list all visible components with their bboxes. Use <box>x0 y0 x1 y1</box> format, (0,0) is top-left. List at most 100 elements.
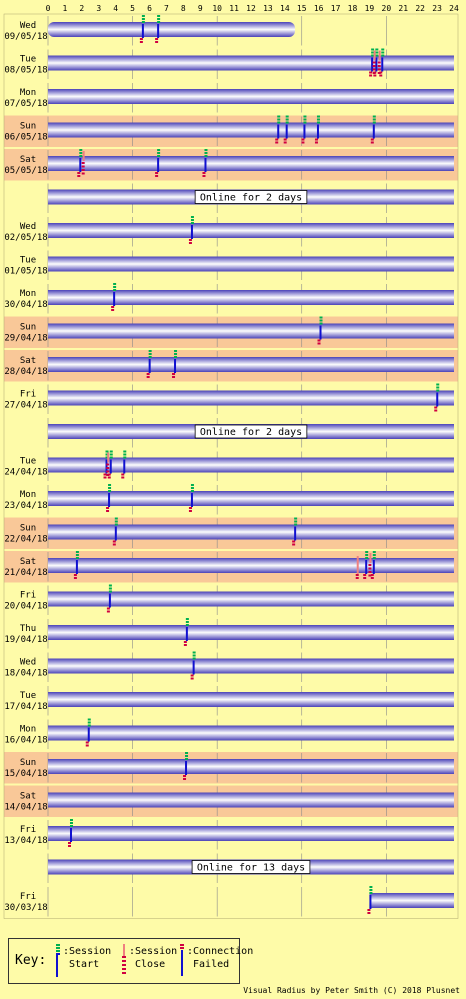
x-tick-label: 3 <box>96 4 101 13</box>
session-close-marker <box>372 50 376 74</box>
row-day-label: Tue <box>20 691 36 701</box>
row-day-label: Fri <box>20 591 36 601</box>
x-tick-label: 8 <box>181 4 186 13</box>
online-bar <box>48 156 454 171</box>
row-day-label: Sun <box>20 122 36 132</box>
row-day-label: Mon <box>20 490 36 500</box>
key-title: Key: <box>15 953 47 968</box>
session-start-marker <box>370 551 376 579</box>
row-date-label: 30/03/18 <box>4 903 47 913</box>
session-start-marker <box>314 115 320 144</box>
session-failed-marker <box>355 556 359 579</box>
session-start-marker <box>369 48 375 77</box>
session-close-marker <box>368 553 372 577</box>
x-tick-label: 16 <box>314 4 324 13</box>
session-start-marker <box>292 517 298 546</box>
x-tick-label: 7 <box>164 4 169 13</box>
session-start-marker <box>67 819 73 847</box>
row-date-label: 01/05/18 <box>4 267 47 277</box>
session-start-marker <box>155 15 161 43</box>
row-date-label: 06/05/18 <box>4 133 47 143</box>
key-connection-failed-label: :Connection Failed <box>187 946 254 970</box>
row-day-label: Fri <box>20 825 36 835</box>
session-start-marker <box>283 115 289 144</box>
session-start-marker <box>85 718 91 747</box>
session-start-marker <box>112 517 118 546</box>
x-tick-label: 4 <box>113 4 118 13</box>
session-close-marker <box>377 50 381 74</box>
online-bar <box>48 591 454 607</box>
online-bar <box>48 357 454 372</box>
online-bar <box>48 491 454 506</box>
session-start-marker <box>367 886 373 914</box>
x-tick-label: 11 <box>229 4 239 13</box>
row-date-label: 13/04/18 <box>4 836 47 846</box>
row-date-label: 27/04/18 <box>4 401 47 411</box>
row-date-label: 14/04/18 <box>4 803 47 813</box>
session-start-marker <box>188 484 194 512</box>
row-day-label: Sun <box>20 758 36 768</box>
connection-failed-icon <box>180 944 184 976</box>
online-bar <box>48 22 295 37</box>
session-start-marker <box>363 551 369 579</box>
row-day-label: Mon <box>20 88 36 98</box>
online-bar <box>48 256 454 272</box>
session-start-marker <box>183 618 189 646</box>
session-start-marker <box>188 216 194 244</box>
row-date-label: 07/05/18 <box>4 99 47 109</box>
online-bar <box>48 122 454 138</box>
x-tick-label: 14 <box>280 4 290 13</box>
online-bar <box>48 558 454 573</box>
session-start-marker <box>106 584 112 613</box>
online-bar <box>369 893 454 908</box>
online-bar <box>48 792 454 808</box>
x-tick-label: 10 <box>212 4 222 13</box>
x-tick-label: 0 <box>46 4 51 13</box>
online-bar <box>48 692 454 707</box>
row-date-label: 17/04/18 <box>4 702 47 712</box>
key-session-start-label: :Session Start <box>63 946 112 970</box>
row-date-label: 28/04/18 <box>4 367 47 377</box>
session-start-marker <box>301 115 307 144</box>
row-day-label: Tue <box>20 256 36 266</box>
key-session-close-label: :Session Close <box>129 946 178 970</box>
online-bar <box>48 390 454 406</box>
x-tick-label: 22 <box>415 4 425 13</box>
row-day-label: Mon <box>20 725 36 735</box>
row-date-label: 08/05/18 <box>4 66 47 76</box>
session-start-marker <box>155 149 161 177</box>
session-start-marker <box>434 383 440 412</box>
session-start-marker <box>202 149 208 177</box>
legend-key: Key: :Session Start :Session Close :Conn… <box>8 938 253 984</box>
session-start-marker <box>77 149 83 177</box>
session-start-marker <box>370 115 376 144</box>
x-tick-label: 9 <box>198 4 203 13</box>
row-date-label: 15/04/18 <box>4 769 47 779</box>
row-day-label: Sun <box>20 323 36 333</box>
row-date-label: 05/05/18 <box>4 166 47 176</box>
online-bar <box>48 759 454 774</box>
session-start-marker <box>275 115 281 144</box>
x-tick-label: 13 <box>263 4 273 13</box>
session-start-marker <box>146 350 152 378</box>
row-date-label: 02/05/18 <box>4 233 47 243</box>
row-date-label: 29/04/18 <box>4 334 47 344</box>
row-day-label: Fri <box>20 390 36 400</box>
x-tick-label: 2 <box>79 4 84 13</box>
row-day-label: Thu <box>20 624 36 634</box>
x-tick-label: 19 <box>365 4 375 13</box>
gap-label: Online for 2 days <box>200 427 302 438</box>
online-bar <box>48 89 454 104</box>
online-bar <box>48 55 454 71</box>
online-bar <box>48 524 454 540</box>
session-start-marker <box>139 15 145 43</box>
session-start-marker <box>103 450 109 479</box>
online-bar <box>48 725 454 741</box>
row-day-label: Sat <box>20 792 36 802</box>
row-date-label: 21/04/18 <box>4 568 47 578</box>
session-start-marker <box>121 450 127 479</box>
session-close-marker <box>106 452 110 476</box>
x-tick-label: 6 <box>147 4 152 13</box>
row-date-label: 22/04/18 <box>4 535 47 545</box>
session-start-marker <box>172 350 178 378</box>
